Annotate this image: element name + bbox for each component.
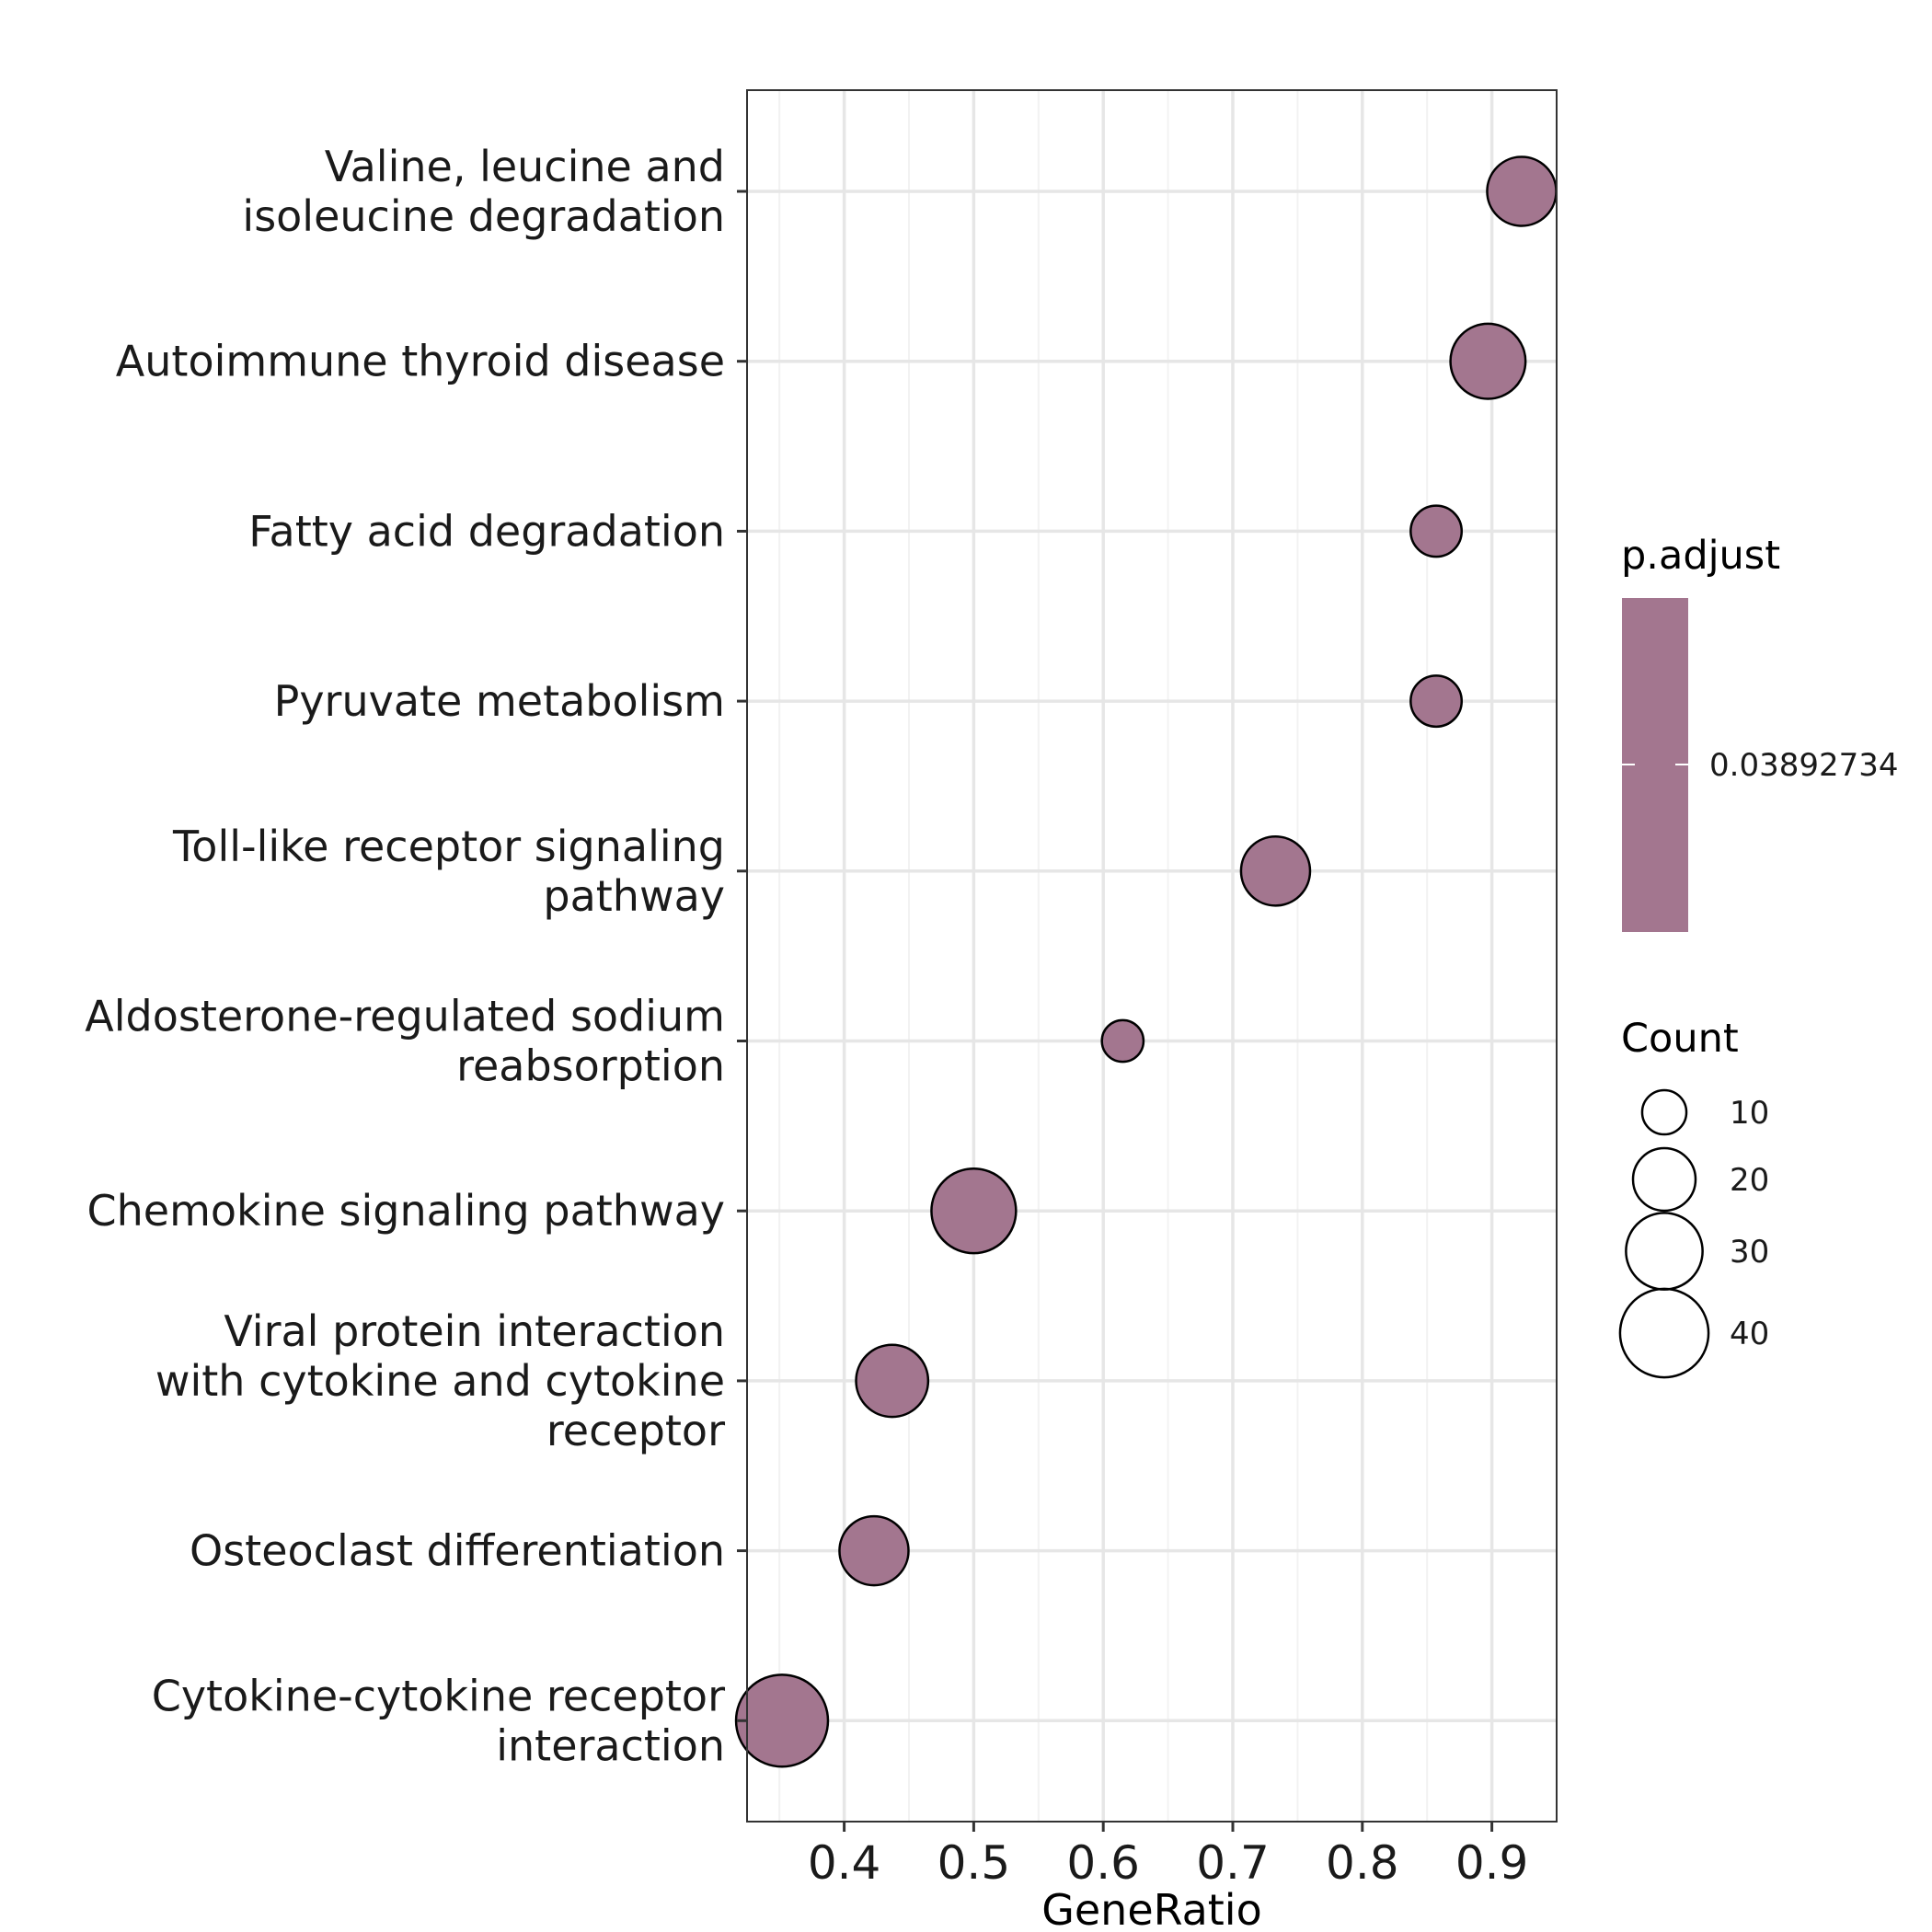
x-tick-label-5: 0.9	[1455, 1836, 1529, 1890]
y-tick-label-6: Chemokine signaling pathway	[87, 1186, 725, 1236]
minor-gridlines	[778, 90, 1429, 1822]
y-tick-label-4: Toll-like receptor signaling pathway	[172, 822, 725, 921]
y-axis-ticks	[737, 190, 747, 1722]
legend-size-key-2	[1625, 1212, 1704, 1291]
y-tick-label-8: Osteoclast differentiation	[190, 1526, 725, 1576]
data-points	[734, 155, 1558, 1768]
data-point-4	[1239, 835, 1312, 907]
legend-size-label-3: 40	[1730, 1316, 1769, 1352]
x-tick-label-1: 0.5	[937, 1836, 1011, 1890]
plot-panel-border	[746, 89, 1558, 1823]
data-point-0	[1486, 155, 1558, 227]
legend-colorbar-label: 0.03892734	[1709, 747, 1899, 784]
legend-size-key-0	[1640, 1088, 1688, 1136]
legend-size-label-0: 10	[1730, 1095, 1769, 1132]
legend-size-title: Count	[1621, 1016, 1739, 1062]
legend-size-key-1	[1631, 1146, 1697, 1213]
y-tick-label-1: Autoimmune thyroid disease	[116, 337, 725, 386]
data-point-6	[930, 1167, 1018, 1255]
legend-color-title: p.adjust	[1621, 533, 1780, 579]
x-axis-title: GeneRatio	[1041, 1885, 1262, 1932]
x-axis-labels: 0.4 0.5 0.6 0.7 0.8 0.9	[808, 1836, 1529, 1890]
y-tick-label-2: Fatty acid degradation	[248, 506, 725, 556]
y-tick-label-5: Aldosterone-regulated sodium reabsorption	[85, 992, 725, 1091]
legend-size-keys: 10 20 30 40	[1618, 1088, 1769, 1379]
y-tick-label-3: Pyruvate metabolism	[274, 676, 725, 726]
legend-size-label-2: 30	[1730, 1234, 1769, 1271]
x-axis-ticks	[843, 1822, 1494, 1832]
x-tick-label-4: 0.8	[1326, 1836, 1399, 1890]
data-point-3	[1409, 674, 1464, 729]
data-point-2	[1409, 504, 1464, 558]
y-tick-label-0: Valine, leucine and isoleucine degradatio…	[242, 142, 725, 241]
data-point-5	[1100, 1018, 1145, 1064]
x-tick-label-0: 0.4	[808, 1836, 881, 1890]
data-point-8	[838, 1514, 910, 1587]
legend-size-label-1: 20	[1730, 1162, 1769, 1199]
x-tick-label-3: 0.7	[1196, 1836, 1270, 1890]
data-point-1	[1449, 322, 1527, 400]
data-point-9	[734, 1673, 830, 1768]
x-tick-label-2: 0.6	[1066, 1836, 1140, 1890]
y-axis-labels: Valine, leucine and isoleucine degradatio…	[85, 142, 725, 1770]
data-point-7	[855, 1343, 930, 1419]
y-tick-label-7: Viral protein interaction with cytokine a…	[155, 1306, 725, 1455]
legend-size-key-3	[1618, 1287, 1710, 1379]
y-tick-label-9: Cytokine-cytokine receptor interaction	[152, 1671, 725, 1770]
